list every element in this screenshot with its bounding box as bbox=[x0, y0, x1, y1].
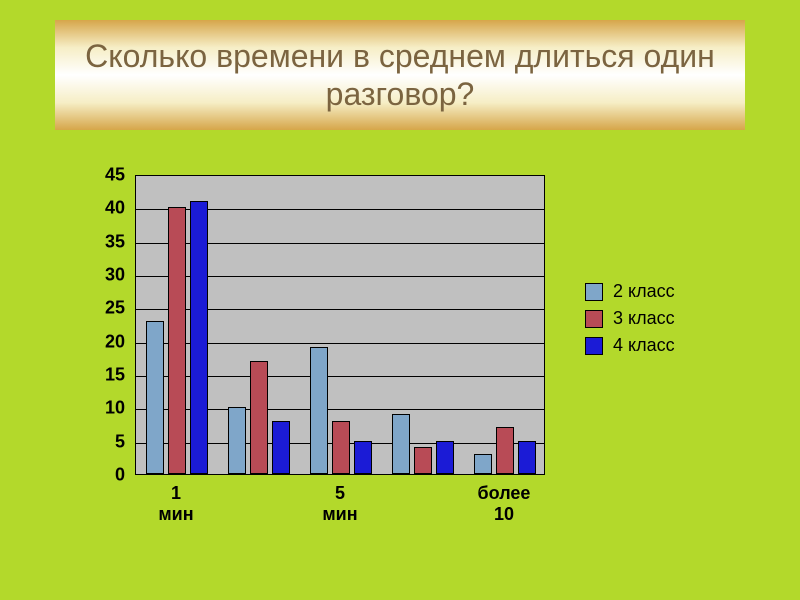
legend-label: 4 класс bbox=[613, 335, 675, 356]
x-tick-label: более10 bbox=[459, 483, 549, 525]
bar bbox=[146, 321, 164, 474]
slide-title: Сколько времени в среднем длиться один р… bbox=[67, 37, 733, 114]
bar bbox=[354, 441, 372, 474]
bar bbox=[250, 361, 268, 474]
legend-item: 2 класс bbox=[585, 281, 675, 302]
slide: Сколько времени в среднем длиться один р… bbox=[0, 0, 800, 600]
y-tick-label: 10 bbox=[95, 398, 125, 419]
y-tick-label: 30 bbox=[95, 265, 125, 286]
bar bbox=[518, 441, 536, 474]
y-tick-label: 15 bbox=[95, 365, 125, 386]
plot-area bbox=[135, 175, 545, 475]
bar bbox=[190, 201, 208, 474]
bar bbox=[392, 414, 410, 474]
legend-label: 3 класс bbox=[613, 308, 675, 329]
bar bbox=[310, 347, 328, 474]
bar bbox=[272, 421, 290, 474]
y-tick-label: 5 bbox=[95, 431, 125, 452]
legend-swatch bbox=[585, 337, 603, 355]
bar bbox=[228, 407, 246, 474]
bar bbox=[474, 454, 492, 474]
legend: 2 класс 3 класс 4 класс bbox=[585, 275, 675, 362]
y-tick-label: 25 bbox=[95, 298, 125, 319]
bar bbox=[414, 447, 432, 474]
y-tick-label: 0 bbox=[95, 465, 125, 486]
bar bbox=[436, 441, 454, 474]
chart: 2 класс3 класс4 класс 051015202530354045… bbox=[85, 175, 715, 535]
legend-swatch bbox=[585, 310, 603, 328]
bar bbox=[168, 207, 186, 474]
y-tick-label: 35 bbox=[95, 231, 125, 252]
legend-label: 2 класс bbox=[613, 281, 675, 302]
x-tick-label: 5мин bbox=[295, 483, 385, 525]
title-band: Сколько времени в среднем длиться один р… bbox=[55, 20, 745, 130]
y-tick-label: 40 bbox=[95, 198, 125, 219]
x-tick-label: 1мин bbox=[131, 483, 221, 525]
legend-swatch bbox=[585, 283, 603, 301]
bar bbox=[332, 421, 350, 474]
bar bbox=[496, 427, 514, 474]
legend-item: 3 класс bbox=[585, 308, 675, 329]
y-tick-label: 20 bbox=[95, 331, 125, 352]
legend-item: 4 класс bbox=[585, 335, 675, 356]
y-tick-label: 45 bbox=[95, 165, 125, 186]
